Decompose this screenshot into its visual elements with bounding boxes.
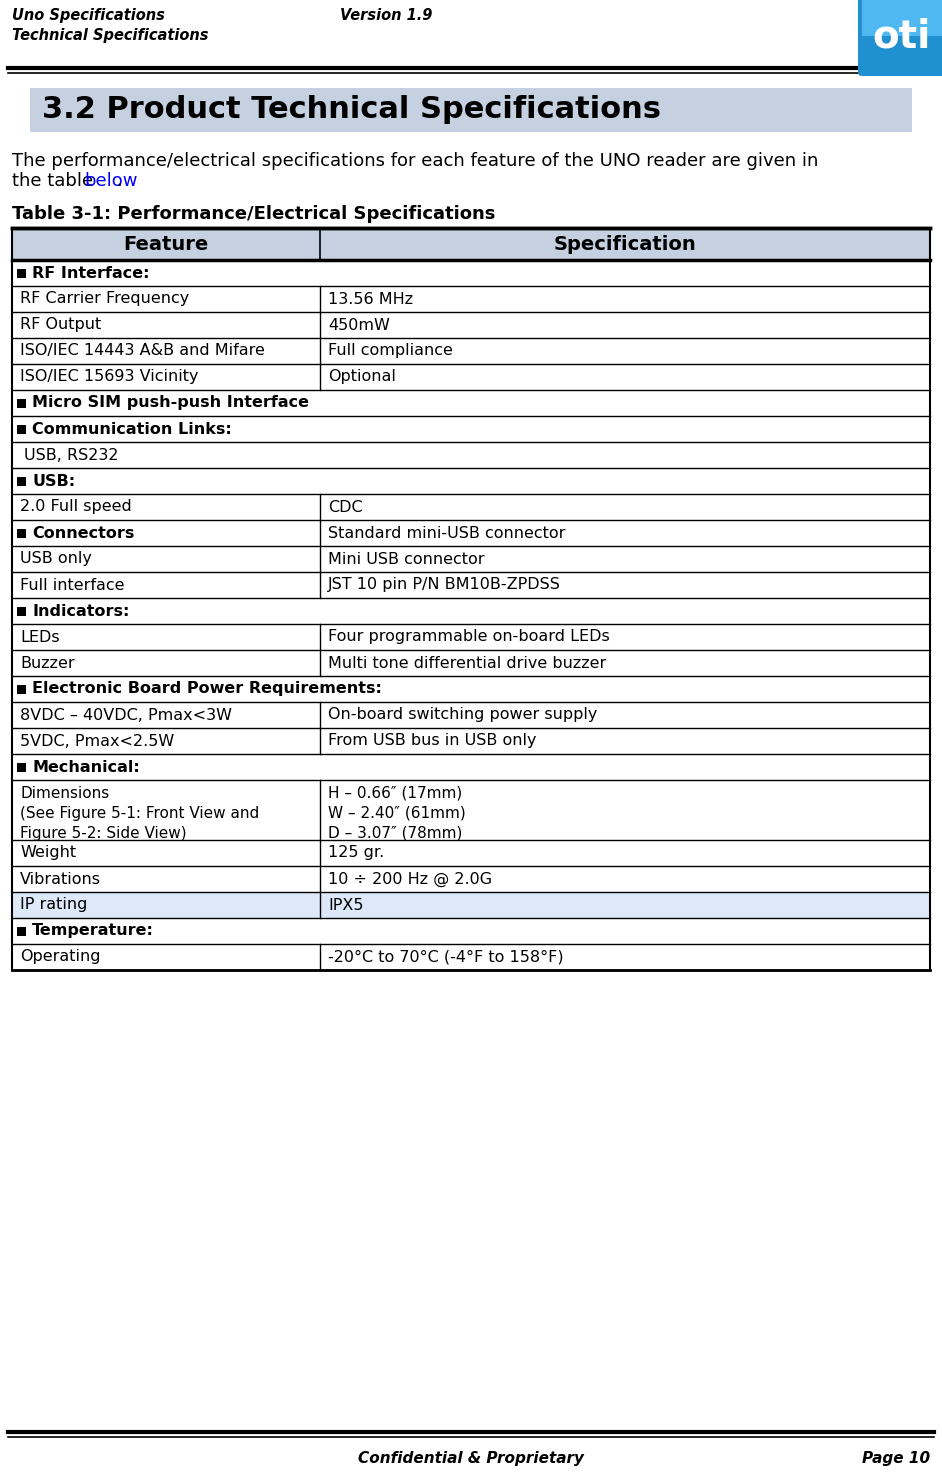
Text: Version 1.9: Version 1.9 <box>340 7 432 24</box>
Bar <box>17 606 26 615</box>
Text: IP rating: IP rating <box>20 897 88 912</box>
Text: CDC: CDC <box>328 500 363 514</box>
Text: .: . <box>116 171 122 191</box>
Text: oti: oti <box>873 18 932 55</box>
Text: 5VDC, Pmax<2.5W: 5VDC, Pmax<2.5W <box>20 733 174 748</box>
Text: Optional: Optional <box>328 370 396 384</box>
Text: From USB bus in USB only: From USB bus in USB only <box>328 733 537 748</box>
Text: D – 3.07″ (78mm): D – 3.07″ (78mm) <box>328 826 463 841</box>
Text: USB, RS232: USB, RS232 <box>24 448 119 463</box>
Text: Feature: Feature <box>123 235 208 254</box>
Bar <box>17 927 26 936</box>
Text: Buzzer: Buzzer <box>20 656 74 671</box>
Text: 8VDC – 40VDC, Pmax<3W: 8VDC – 40VDC, Pmax<3W <box>20 708 232 723</box>
Bar <box>12 228 930 260</box>
Text: Weight: Weight <box>20 845 76 860</box>
Text: Operating: Operating <box>20 949 101 965</box>
Text: Connectors: Connectors <box>32 526 135 541</box>
Text: 125 gr.: 125 gr. <box>328 845 384 860</box>
Text: Mechanical:: Mechanical: <box>32 760 139 774</box>
Text: Specification: Specification <box>554 235 696 254</box>
Text: RF Carrier Frequency: RF Carrier Frequency <box>20 291 189 306</box>
Text: Uno Specifications: Uno Specifications <box>12 7 165 24</box>
FancyBboxPatch shape <box>858 0 942 75</box>
Text: ISO/IEC 15693 Vicinity: ISO/IEC 15693 Vicinity <box>20 370 199 384</box>
Bar <box>17 399 26 408</box>
Text: USB:: USB: <box>32 473 75 489</box>
Text: Communication Links:: Communication Links: <box>32 421 232 436</box>
Text: On-board switching power supply: On-board switching power supply <box>328 708 597 723</box>
Text: 10 ÷ 200 Hz @ 2.0G: 10 ÷ 200 Hz @ 2.0G <box>328 872 492 887</box>
Text: USB only: USB only <box>20 551 92 566</box>
Text: RF Output: RF Output <box>20 318 101 333</box>
Text: Indicators:: Indicators: <box>32 603 129 618</box>
Text: Full compliance: Full compliance <box>328 343 453 359</box>
Bar <box>17 529 26 538</box>
Text: Confidential & Proprietary: Confidential & Proprietary <box>358 1450 584 1466</box>
Bar <box>17 476 26 485</box>
Text: H – 0.66″ (17mm): H – 0.66″ (17mm) <box>328 786 463 801</box>
Bar <box>17 269 26 278</box>
Text: Micro SIM push-push Interface: Micro SIM push-push Interface <box>32 396 309 411</box>
Text: Temperature:: Temperature: <box>32 924 154 939</box>
Text: 2.0 Full speed: 2.0 Full speed <box>20 500 132 514</box>
Text: Table 3-1: Performance/Electrical Specifications: Table 3-1: Performance/Electrical Specif… <box>12 205 495 223</box>
Text: Multi tone differential drive buzzer: Multi tone differential drive buzzer <box>328 656 607 671</box>
FancyBboxPatch shape <box>862 0 942 35</box>
Bar <box>12 893 930 918</box>
Text: Vibrations: Vibrations <box>20 872 101 887</box>
Text: Figure 5-2: Side View): Figure 5-2: Side View) <box>20 826 187 841</box>
Text: Standard mini-USB connector: Standard mini-USB connector <box>328 526 565 541</box>
Text: Technical Specifications: Technical Specifications <box>12 28 208 43</box>
Text: JST 10 pin P/N BM10B-ZPDSS: JST 10 pin P/N BM10B-ZPDSS <box>328 578 560 593</box>
Text: (See Figure 5-1: Front View and: (See Figure 5-1: Front View and <box>20 806 259 820</box>
Bar <box>17 763 26 772</box>
Text: Electronic Board Power Requirements:: Electronic Board Power Requirements: <box>32 681 382 696</box>
Text: LEDs: LEDs <box>20 630 59 644</box>
Text: RF Interface:: RF Interface: <box>32 266 150 281</box>
Text: Four programmable on-board LEDs: Four programmable on-board LEDs <box>328 630 609 644</box>
Text: IPX5: IPX5 <box>328 897 364 912</box>
Text: The performance/electrical specifications for each feature of the UNO reader are: The performance/electrical specification… <box>12 152 819 170</box>
Text: 13.56 MHz: 13.56 MHz <box>328 291 414 306</box>
Text: Dimensions: Dimensions <box>20 786 109 801</box>
Text: -20°C to 70°C (-4°F to 158°F): -20°C to 70°C (-4°F to 158°F) <box>328 949 563 965</box>
Bar <box>17 424 26 433</box>
Text: Full interface: Full interface <box>20 578 124 593</box>
Text: ISO/IEC 14443 A&B and Mifare: ISO/IEC 14443 A&B and Mifare <box>20 343 265 359</box>
Text: the table: the table <box>12 171 99 191</box>
Bar <box>30 89 912 132</box>
Bar <box>17 684 26 693</box>
Text: Mini USB connector: Mini USB connector <box>328 551 484 566</box>
Text: 3.2 Product Technical Specifications: 3.2 Product Technical Specifications <box>42 96 661 124</box>
Text: 450mW: 450mW <box>328 318 390 333</box>
Text: below: below <box>84 171 138 191</box>
Text: Page 10: Page 10 <box>862 1450 930 1466</box>
Text: W – 2.40″ (61mm): W – 2.40″ (61mm) <box>328 806 465 820</box>
